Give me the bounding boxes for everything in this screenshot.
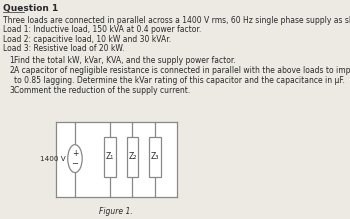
Bar <box>149 137 161 177</box>
Text: Question 1: Question 1 <box>2 4 58 13</box>
Text: Comment the reduction of the supply current.: Comment the reduction of the supply curr… <box>14 86 190 95</box>
Text: 2.: 2. <box>9 66 16 75</box>
Bar <box>56 122 177 196</box>
Text: Figure 1.: Figure 1. <box>99 207 133 217</box>
Bar <box>127 137 138 177</box>
Text: Z₁: Z₁ <box>106 152 114 161</box>
Text: Load 3: Resistive load of 20 kW.: Load 3: Resistive load of 20 kW. <box>2 44 124 53</box>
Text: +: + <box>72 149 78 158</box>
Text: Z₂: Z₂ <box>128 152 136 161</box>
Text: −: − <box>71 159 78 168</box>
Text: Z₃: Z₃ <box>151 152 159 161</box>
Text: Three loads are connected in parallel across a 1400 V rms, 60 Hz single phase su: Three loads are connected in parallel ac… <box>2 16 350 25</box>
Text: Load 1: Inductive load, 150 kVA at 0.4 power factor.: Load 1: Inductive load, 150 kVA at 0.4 p… <box>2 25 201 34</box>
Text: 1.: 1. <box>9 56 16 65</box>
Bar <box>104 137 116 177</box>
Text: 3.: 3. <box>9 86 16 95</box>
Circle shape <box>68 145 82 173</box>
Text: to 0.85 lagging. Determine the kVar rating of this capacitor and the capacitance: to 0.85 lagging. Determine the kVar rati… <box>14 76 345 85</box>
Text: 1400 V: 1400 V <box>40 156 66 162</box>
Text: Load 2: capacitive load, 10 kW and 30 kVAr.: Load 2: capacitive load, 10 kW and 30 kV… <box>2 35 171 44</box>
Text: A capacitor of negligible resistance is connected in parallel with the above loa: A capacitor of negligible resistance is … <box>14 66 350 75</box>
Text: Find the total kW, kVar, KVA, and the supply power factor.: Find the total kW, kVar, KVA, and the su… <box>14 56 236 65</box>
